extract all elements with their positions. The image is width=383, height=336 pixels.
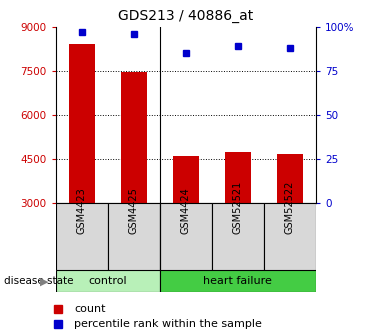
Bar [225,152,251,203]
Text: GSM4424: GSM4424 [181,187,191,234]
Title: GDS213 / 40886_at: GDS213 / 40886_at [118,9,254,23]
Text: count: count [74,304,106,314]
Text: GSM52521: GSM52521 [233,180,243,234]
Bar [121,73,147,203]
Bar [69,44,95,203]
Text: GSM4425: GSM4425 [129,186,139,234]
FancyBboxPatch shape [160,203,212,270]
Text: heart failure: heart failure [203,277,272,286]
FancyBboxPatch shape [212,203,264,270]
Bar [277,154,303,203]
Text: control: control [88,277,127,286]
Bar [173,156,199,203]
Text: ▶: ▶ [40,276,48,286]
Text: GSM52522: GSM52522 [285,180,295,234]
Text: percentile rank within the sample: percentile rank within the sample [74,319,262,329]
FancyBboxPatch shape [108,203,160,270]
FancyBboxPatch shape [56,270,160,292]
Text: GSM4423: GSM4423 [77,187,87,234]
FancyBboxPatch shape [160,270,316,292]
Text: disease state: disease state [4,276,73,286]
FancyBboxPatch shape [264,203,316,270]
FancyBboxPatch shape [56,203,108,270]
